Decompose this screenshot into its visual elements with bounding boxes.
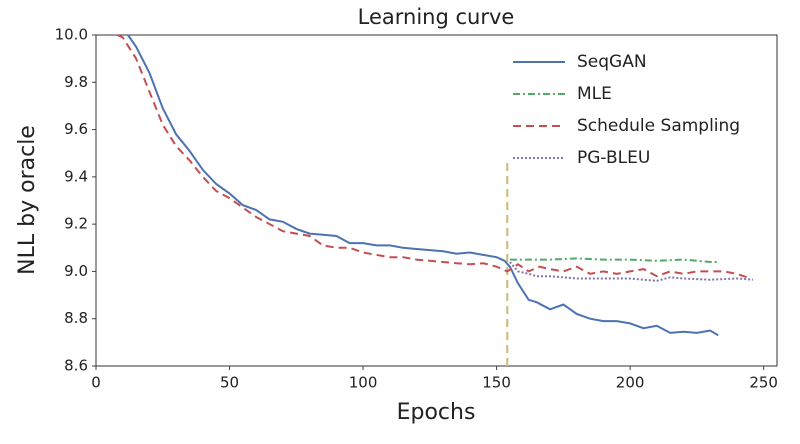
x-tick-label: 150 [482,374,511,392]
y-tick-label: 9.8 [64,73,88,91]
y-tick-label: 9.4 [64,167,88,185]
legend-label: Schedule Sampling [577,116,740,136]
legend-label: PG-BLEU [577,148,650,168]
x-axis-label: Epochs [397,400,476,425]
x-tick-label: 250 [749,374,778,392]
legend-label: MLE [577,84,612,104]
y-axis-label: NLL by oracle [15,125,40,275]
y-tick-label: 9.2 [64,215,88,233]
chart-title: Learning curve [358,5,515,29]
x-tick-label: 200 [616,374,645,392]
y-tick-label: 9.0 [64,262,88,280]
series-line [509,257,719,263]
series-line [509,261,754,282]
y-tick-label: 10.0 [55,26,88,44]
series-line [116,34,751,280]
series-line [127,34,719,337]
x-tick-label: 100 [349,374,378,392]
x-tick-label: 0 [91,374,101,392]
y-tick-label: 8.8 [64,309,88,327]
y-tick-label: 9.6 [64,120,88,138]
plot-frame [95,34,778,367]
y-tick-label: 8.6 [64,357,88,375]
legend-label: SeqGAN [577,52,647,72]
x-tick-label: 50 [220,374,239,392]
